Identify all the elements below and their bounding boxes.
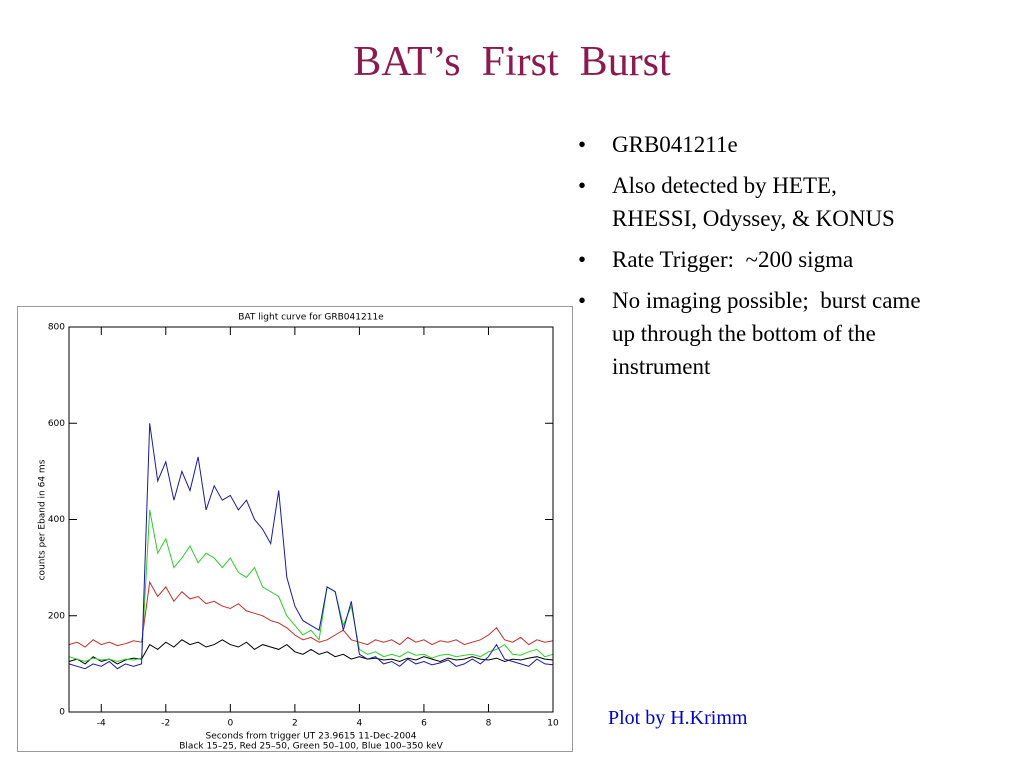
- bullet-text: GRB041211e: [612, 132, 738, 157]
- x-tick-label: -4: [97, 719, 106, 729]
- y-tick-label: 800: [48, 323, 65, 333]
- bullet-text: RHESSI, Odyssey, & KONUS: [612, 206, 895, 231]
- y-tick-label: 400: [48, 515, 65, 525]
- chart-title: BAT light curve for GRB041211e: [238, 313, 384, 323]
- bullet-symbol: •: [578, 288, 587, 313]
- bullet: • Rate Trigger: ~200 sigma: [578, 243, 1018, 276]
- y-tick-label: 200: [48, 611, 65, 621]
- bullet-text: Also detected by HETE,: [612, 173, 837, 198]
- x-tick-label: 2: [292, 719, 298, 729]
- y-tick-label: 600: [48, 419, 65, 429]
- y-tick-label: 0: [59, 708, 65, 718]
- chart: BAT light curve for GRB041211e Seconds f…: [17, 306, 573, 752]
- x-tick-label: -2: [161, 719, 170, 729]
- x-axis-label: Seconds from trigger UT 23.9615 11-Dec-2…: [205, 732, 416, 742]
- bullet-text: No imaging possible; burst came: [612, 288, 921, 313]
- bullet-list: • GRB041211e • Also detected by HETE, RHESSI…: [578, 128, 1018, 391]
- chart-frame: [17, 306, 573, 752]
- x-tick-label: 4: [357, 719, 363, 729]
- x-tick-label: 10: [547, 719, 559, 729]
- bullet-symbol: •: [578, 247, 587, 272]
- series-line: [68, 639, 554, 665]
- bullet: • Also detected by HETE, RHESSI, Odyssey, …: [578, 169, 1018, 235]
- bullet-text: instrument: [612, 354, 711, 379]
- bullet-symbol: •: [578, 132, 587, 157]
- credit: Plot by H.Krimm: [608, 707, 748, 729]
- x-tick-label: 8: [486, 719, 492, 729]
- bullet-symbol: •: [578, 173, 587, 198]
- bullet: • GRB041211e: [578, 128, 1018, 161]
- bullet: • No imaging possible; burst came up throu…: [578, 284, 1018, 383]
- y-axis-label: counts per Eband in 64 ms: [38, 459, 48, 580]
- series-line: [68, 580, 554, 648]
- series-line: [68, 423, 554, 670]
- slide-title: BAT’s First Burst: [353, 39, 671, 85]
- bullet-text: Rate Trigger: ~200 sigma: [612, 247, 854, 272]
- caption: Black 15–25, Red 25–50, Green 50–100, Bl…: [179, 742, 443, 752]
- x-tick-label: 0: [227, 719, 233, 729]
- x-tick-label: 6: [421, 719, 427, 729]
- series-line: [68, 509, 554, 663]
- bullet-text: up through the bottom of the: [612, 321, 876, 346]
